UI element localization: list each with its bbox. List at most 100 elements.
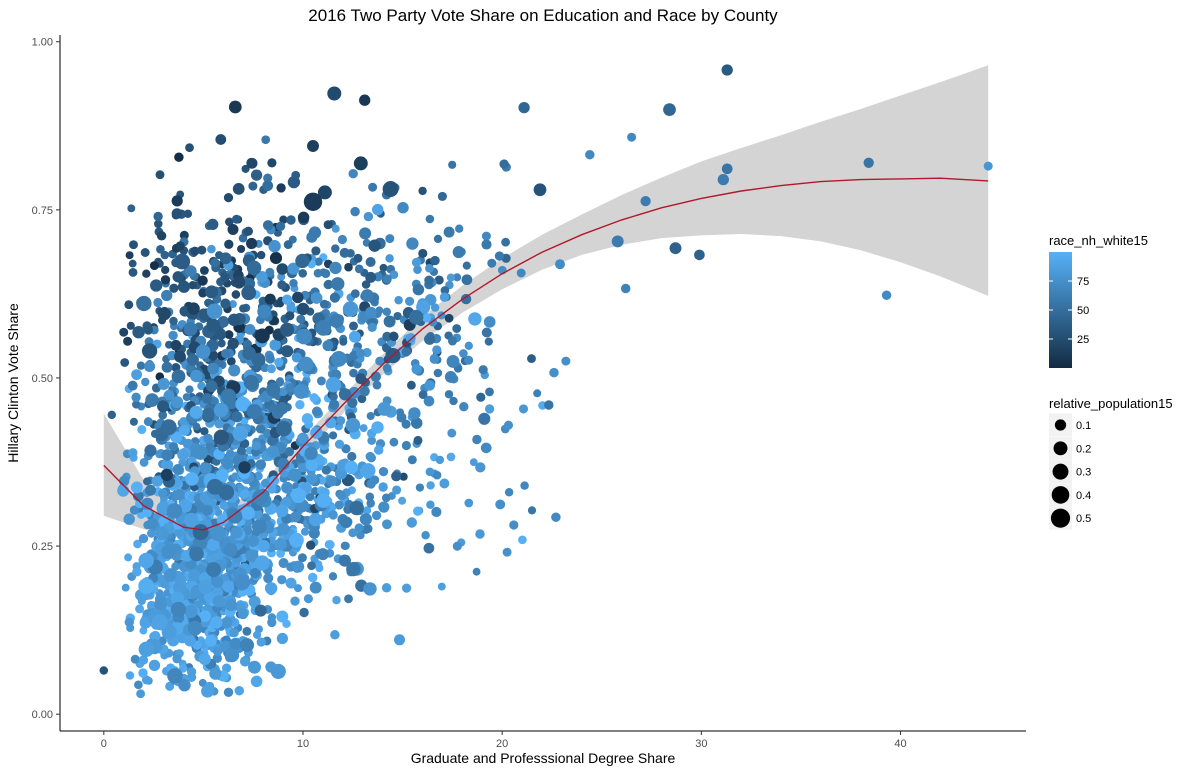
- data-point: [330, 277, 345, 291]
- data-point: [983, 161, 993, 171]
- data-point: [190, 246, 200, 256]
- data-point: [246, 157, 258, 169]
- data-point: [160, 275, 171, 285]
- data-point: [201, 393, 213, 404]
- data-point: [276, 183, 286, 193]
- data-point: [551, 512, 561, 522]
- data-point: [246, 237, 258, 250]
- data-point: [348, 330, 361, 343]
- data-point: [276, 420, 292, 437]
- data-point: [185, 472, 199, 486]
- data-point: [153, 297, 163, 308]
- data-point: [284, 446, 295, 457]
- data-point: [264, 293, 276, 305]
- data-point: [293, 383, 309, 399]
- data-point: [377, 401, 392, 416]
- data-point: [224, 599, 237, 612]
- data-point: [234, 574, 251, 590]
- data-point: [620, 283, 631, 294]
- data-point: [555, 259, 565, 270]
- data-point: [378, 466, 389, 477]
- data-point: [308, 513, 323, 527]
- data-point: [209, 667, 222, 680]
- data-point: [721, 64, 733, 76]
- data-point: [206, 303, 223, 320]
- data-point: [430, 303, 440, 312]
- data-point: [277, 575, 287, 585]
- data-point: [476, 392, 486, 402]
- data-point: [157, 377, 170, 390]
- data-point: [163, 389, 175, 401]
- data-point: [339, 337, 348, 346]
- data-point: [129, 240, 138, 250]
- data-point: [372, 203, 384, 216]
- data-point: [185, 385, 194, 394]
- data-point: [175, 241, 185, 251]
- data-point: [207, 362, 220, 375]
- data-point: [172, 271, 184, 283]
- size-legend-circle: [1052, 463, 1069, 480]
- data-point: [325, 475, 337, 487]
- data-point: [170, 591, 185, 605]
- data-point: [408, 407, 421, 420]
- data-point: [533, 183, 547, 197]
- data-point: [128, 448, 138, 458]
- data-point: [123, 513, 135, 525]
- data-point: [232, 183, 245, 195]
- data-point: [518, 101, 530, 114]
- data-point: [464, 498, 474, 508]
- data-point: [135, 604, 145, 614]
- smooth-line: [103, 177, 989, 531]
- data-point: [549, 367, 559, 378]
- size-legend-label: 0.1: [1076, 420, 1091, 432]
- data-point: [221, 348, 231, 359]
- data-point: [229, 637, 242, 650]
- data-point: [347, 451, 357, 462]
- data-point: [155, 526, 169, 541]
- data-point: [146, 518, 158, 530]
- data-point: [174, 350, 186, 363]
- data-point: [290, 511, 302, 523]
- data-point: [178, 679, 191, 692]
- data-point: [287, 175, 301, 189]
- data-point: [231, 290, 241, 299]
- data-point: [131, 392, 141, 402]
- data-point: [161, 265, 170, 275]
- data-point: [270, 663, 286, 679]
- data-point: [640, 195, 651, 207]
- y-tick-label: 0.75: [32, 205, 53, 217]
- data-point: [227, 508, 243, 524]
- data-point: [121, 583, 130, 592]
- data-point: [223, 687, 234, 698]
- data-point: [190, 369, 203, 383]
- data-point: [249, 567, 261, 579]
- data-point: [319, 299, 329, 309]
- data-point: [163, 569, 177, 582]
- data-point: [222, 580, 235, 593]
- data-point: [167, 668, 183, 684]
- data-point: [212, 653, 222, 663]
- chart-title: 2016 Two Party Vote Share on Education a…: [308, 6, 778, 25]
- data-point: [305, 492, 315, 502]
- data-point: [346, 561, 361, 577]
- data-point: [327, 86, 342, 101]
- y-tick-label: 1.00: [32, 37, 53, 49]
- data-point: [381, 583, 392, 593]
- data-point: [160, 468, 173, 482]
- data-point: [389, 437, 399, 447]
- data-point: [250, 169, 263, 181]
- data-point: [266, 364, 276, 374]
- data-point: [201, 684, 214, 698]
- data-point: [480, 442, 492, 454]
- data-point: [344, 460, 359, 475]
- data-point: [287, 262, 300, 275]
- data-point: [382, 519, 392, 530]
- data-point: [187, 620, 203, 636]
- data-point: [389, 270, 399, 280]
- color-legend-label: 25: [1077, 334, 1089, 346]
- data-point: [220, 298, 231, 309]
- data-point: [169, 316, 178, 326]
- data-point: [365, 271, 377, 283]
- data-point: [124, 617, 134, 627]
- data-point: [504, 487, 514, 497]
